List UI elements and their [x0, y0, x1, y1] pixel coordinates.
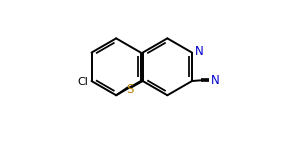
Text: S: S — [126, 83, 133, 96]
Text: N: N — [211, 74, 220, 87]
Text: N: N — [194, 45, 203, 58]
Text: Cl: Cl — [77, 77, 88, 87]
